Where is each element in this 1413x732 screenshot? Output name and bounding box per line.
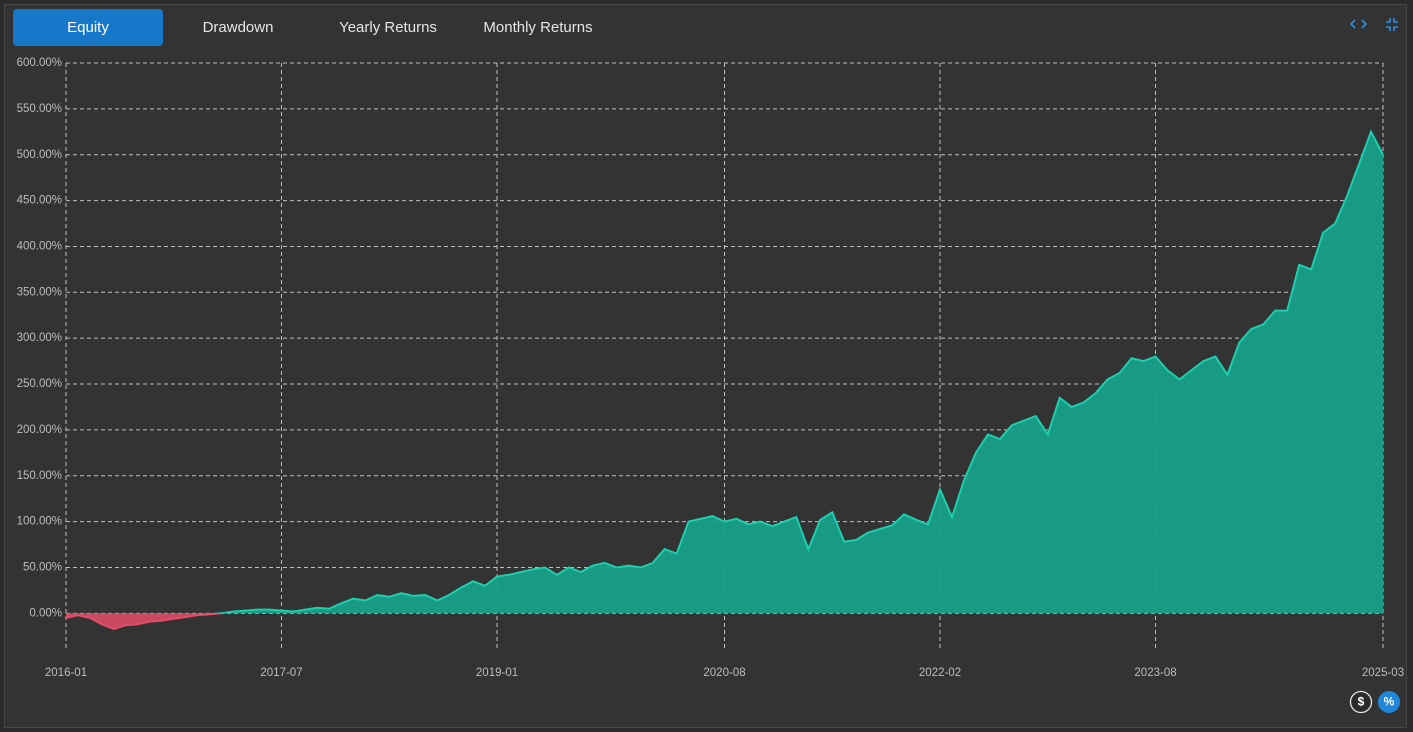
y-tick-label: 250.00% — [17, 378, 62, 390]
x-tick-label: 2023-08 — [1134, 667, 1176, 679]
y-tick-label: 100.00% — [17, 516, 62, 528]
collapse-icon[interactable] — [1386, 18, 1398, 31]
x-tick-label: 2020-08 — [703, 667, 745, 679]
button-label: $ — [1358, 695, 1365, 709]
y-tick-label: 300.00% — [17, 332, 62, 344]
line-positive — [208, 129, 1384, 614]
x-tick-label: 2025-03 — [1362, 667, 1404, 679]
y-tick-label: 200.00% — [17, 424, 62, 436]
y-tick-label: 150.00% — [17, 470, 62, 482]
tab[interactable]: Equity — [13, 9, 163, 46]
x-tick-label: 2016-01 — [45, 667, 87, 679]
y-tick-label: 50.00% — [23, 561, 62, 573]
button-label: % — [1384, 695, 1395, 709]
dollar-button[interactable]: $ — [1349, 690, 1373, 714]
y-tick-label: 600.00% — [17, 57, 62, 69]
x-tick-label: 2017-07 — [260, 667, 302, 679]
percent-button[interactable]: % — [1378, 691, 1400, 713]
y-tick-label: 0.00% — [29, 607, 62, 619]
tab[interactable]: Drawdown — [202, 19, 274, 36]
x-tick-label: 2022-02 — [919, 667, 961, 679]
y-tick-label: 550.00% — [17, 103, 62, 115]
tab[interactable]: Yearly Returns — [339, 19, 437, 36]
tab[interactable]: Monthly Returns — [483, 19, 593, 36]
area-positive — [66, 131, 1383, 614]
expand-icon[interactable] — [1349, 19, 1368, 29]
x-tick-label: 2019-01 — [476, 667, 518, 679]
y-tick-label: 500.00% — [17, 149, 62, 161]
y-tick-label: 350.00% — [17, 286, 62, 298]
y-tick-label: 450.00% — [17, 195, 62, 207]
y-tick-label: 400.00% — [17, 240, 62, 252]
